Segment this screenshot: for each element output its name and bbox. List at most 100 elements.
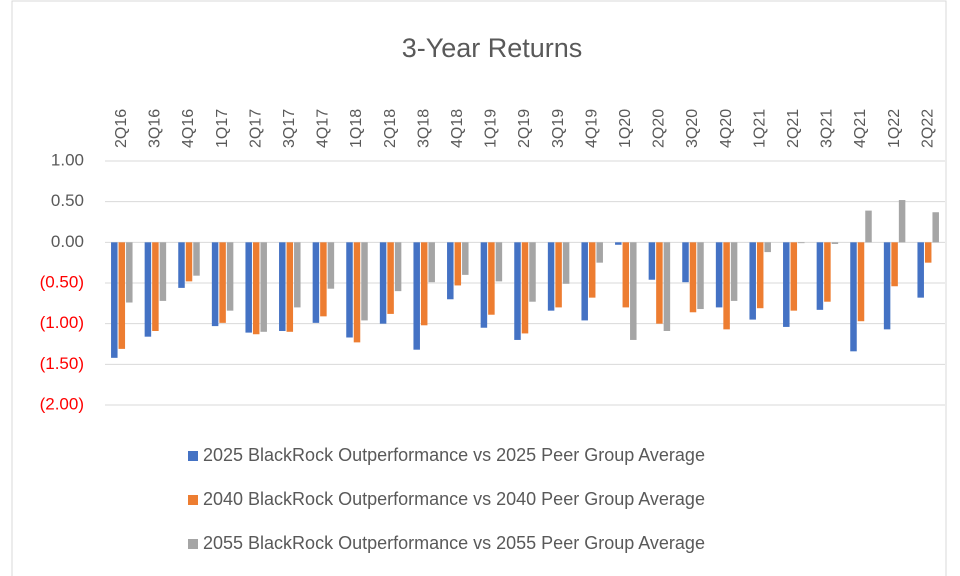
bar xyxy=(286,242,294,332)
bar xyxy=(312,242,320,323)
bar xyxy=(562,242,570,284)
bar xyxy=(320,242,327,317)
x-tick-label: 3Q16 xyxy=(147,109,164,148)
bar xyxy=(891,242,898,287)
bar xyxy=(294,242,301,308)
legend-swatch xyxy=(188,451,198,461)
x-tick-label: 2Q20 xyxy=(651,109,668,148)
bar xyxy=(361,242,368,321)
bar xyxy=(824,242,831,302)
bar xyxy=(663,242,671,331)
x-tick-label: 4Q17 xyxy=(315,109,332,148)
bar xyxy=(529,242,536,302)
bar xyxy=(756,242,764,309)
bar xyxy=(346,242,353,338)
bar xyxy=(555,242,562,308)
bar xyxy=(615,242,622,245)
bar xyxy=(327,242,335,289)
bar xyxy=(730,242,738,301)
x-tick-label: 3Q20 xyxy=(684,109,701,148)
bar xyxy=(883,242,891,330)
bar xyxy=(495,242,503,282)
chart-border xyxy=(11,0,947,576)
bar xyxy=(697,242,704,310)
bar xyxy=(581,242,588,321)
bar xyxy=(682,242,689,283)
bar xyxy=(226,242,234,311)
bar xyxy=(932,212,939,243)
bar xyxy=(193,242,200,276)
x-tick-label: 1Q19 xyxy=(483,109,500,148)
x-tick-label: 1Q22 xyxy=(886,109,903,148)
bar xyxy=(394,242,402,292)
bar xyxy=(514,242,521,340)
bar xyxy=(924,242,932,263)
legend-label: 2040 BlackRock Outperformance vs 2040 Pe… xyxy=(203,489,705,509)
bar xyxy=(656,242,663,324)
x-tick-label: 4Q19 xyxy=(583,109,600,148)
y-tick-label: 1.00 xyxy=(51,150,84,169)
bar xyxy=(428,242,435,283)
bar xyxy=(118,242,126,349)
legend-label: 2055 BlackRock Outperformance vs 2055 Pe… xyxy=(203,533,705,553)
bar xyxy=(219,242,226,323)
bar xyxy=(723,242,730,330)
x-tick-label: 2Q22 xyxy=(919,109,936,148)
x-tick-label: 1Q17 xyxy=(214,109,231,148)
y-tick-label: (0.50) xyxy=(40,272,84,291)
bar xyxy=(831,242,839,244)
legend-swatch xyxy=(188,539,198,549)
y-tick-label: (2.00) xyxy=(40,394,84,413)
bar xyxy=(152,242,159,331)
bar xyxy=(898,200,906,243)
y-tick-label: (1.50) xyxy=(40,354,84,373)
bar xyxy=(850,242,857,352)
bar xyxy=(111,242,118,358)
x-tick-label: 2Q21 xyxy=(785,109,802,148)
bar xyxy=(279,242,286,331)
x-tick-label: 1Q18 xyxy=(348,109,365,148)
bar xyxy=(126,242,133,303)
bar xyxy=(547,242,555,311)
bar xyxy=(790,242,798,311)
legend-swatch xyxy=(188,495,198,505)
bar xyxy=(630,242,637,340)
bar xyxy=(488,242,495,315)
chart-title: 3-Year Returns xyxy=(402,33,583,63)
bar xyxy=(379,242,387,324)
bar xyxy=(480,242,488,328)
bar xyxy=(764,242,771,253)
bar xyxy=(689,242,697,313)
x-tick-label: 1Q21 xyxy=(751,109,768,148)
bar xyxy=(211,242,219,327)
bar xyxy=(596,242,603,263)
x-tick-label: 2Q17 xyxy=(247,109,264,148)
bar xyxy=(353,242,361,343)
bar xyxy=(413,242,420,350)
x-tick-label: 2Q19 xyxy=(516,109,533,148)
bar xyxy=(252,242,260,335)
bar xyxy=(245,242,252,333)
bar xyxy=(159,242,167,301)
bar xyxy=(749,242,756,320)
x-tick-label: 3Q19 xyxy=(550,109,567,148)
bar xyxy=(387,242,394,314)
x-tick-label: 2Q18 xyxy=(382,109,399,148)
bar xyxy=(715,242,723,308)
bar xyxy=(622,242,630,308)
bar xyxy=(454,242,462,286)
x-tick-label: 3Q18 xyxy=(415,109,432,148)
bar xyxy=(798,242,805,244)
bar xyxy=(447,242,454,300)
bar xyxy=(783,242,790,327)
x-tick-label: 4Q20 xyxy=(718,109,735,148)
bar xyxy=(185,242,193,282)
y-tick-label: (1.00) xyxy=(40,313,84,332)
bar xyxy=(462,242,469,275)
bar xyxy=(917,242,924,298)
y-tick-label: 0.50 xyxy=(51,191,84,210)
y-tick-label: 0.00 xyxy=(51,232,84,251)
x-tick-label: 2Q16 xyxy=(113,109,130,148)
bar xyxy=(521,242,529,334)
